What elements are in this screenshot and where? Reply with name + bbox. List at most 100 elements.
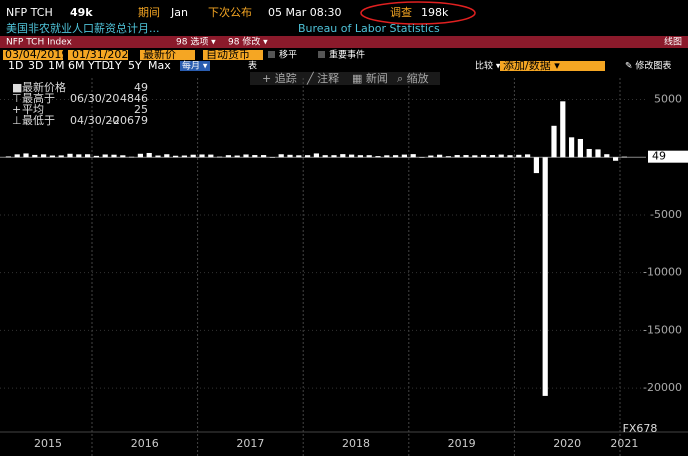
bar bbox=[384, 155, 390, 158]
bar bbox=[146, 152, 152, 158]
x-tick-label: 2016 bbox=[131, 437, 159, 450]
bar bbox=[463, 155, 469, 158]
add-data: 添加/数据 ▾ bbox=[503, 58, 560, 72]
range-button[interactable]: 1M bbox=[48, 59, 65, 72]
bar bbox=[32, 154, 38, 158]
source: Bureau of Labor Statistics bbox=[298, 22, 440, 35]
security[interactable]: NFP TCH Index bbox=[6, 38, 73, 48]
tool-button[interactable]: ▦ 新闻 bbox=[352, 71, 388, 85]
highlight bbox=[360, 1, 476, 25]
legend-label: 最新价格 bbox=[22, 80, 66, 94]
input[interactable] bbox=[68, 50, 128, 60]
bar bbox=[322, 155, 328, 158]
bar bbox=[93, 155, 99, 158]
range-button[interactable]: YTD bbox=[87, 59, 110, 72]
options[interactable]: 98 选项 ▾ bbox=[176, 36, 216, 48]
bar bbox=[481, 154, 487, 158]
bar bbox=[155, 155, 161, 158]
bar bbox=[331, 155, 337, 158]
bar bbox=[67, 153, 73, 158]
bar bbox=[199, 154, 205, 158]
x-tick-label: 2017 bbox=[236, 437, 264, 450]
next: 05 Mar 08:30 bbox=[268, 6, 341, 19]
legend-date: 04/30/20 bbox=[70, 114, 119, 127]
bar bbox=[137, 153, 143, 158]
tool-button[interactable]: + 追踪 bbox=[262, 71, 297, 85]
range-button[interactable]: 3D bbox=[28, 59, 43, 72]
x-tick-label: 2020 bbox=[553, 437, 581, 450]
table[interactable]: 表 bbox=[248, 60, 257, 72]
bar bbox=[181, 155, 187, 158]
checkbox[interactable] bbox=[318, 51, 325, 58]
legend-label: 最高于 bbox=[22, 91, 55, 105]
bar bbox=[208, 154, 214, 158]
input[interactable] bbox=[140, 50, 195, 60]
bar bbox=[269, 157, 275, 158]
legend-icon: ⊤ bbox=[12, 92, 22, 105]
bar bbox=[542, 157, 548, 396]
title-bar bbox=[0, 36, 688, 48]
bar bbox=[410, 154, 416, 158]
last-value-tag bbox=[648, 150, 688, 163]
bar bbox=[560, 101, 566, 158]
tool-button[interactable]: ╱ 注释 bbox=[306, 71, 339, 85]
range-button[interactable]: 5Y bbox=[128, 59, 142, 72]
last-value-label: 49 bbox=[652, 150, 666, 163]
checkbox[interactable] bbox=[268, 51, 275, 58]
watermark: FX678 bbox=[623, 422, 658, 435]
range-button[interactable]: 6M bbox=[68, 59, 85, 72]
bar bbox=[49, 155, 55, 158]
legend-value: 4846 bbox=[120, 92, 148, 105]
bar bbox=[85, 154, 91, 158]
frequency: 每月 ▾ bbox=[182, 60, 208, 72]
compare[interactable]: 比较 ▾ bbox=[475, 60, 501, 72]
description: 美国非农就业人口薪资总计月... bbox=[6, 21, 160, 35]
bar bbox=[76, 154, 82, 158]
range-button[interactable]: 1Y bbox=[108, 59, 122, 72]
legend-value: -20679 bbox=[109, 114, 148, 127]
bar bbox=[366, 155, 372, 158]
bar bbox=[472, 155, 478, 158]
bar bbox=[102, 154, 108, 158]
bar bbox=[401, 154, 407, 158]
bar bbox=[313, 153, 319, 158]
legend-label: 平均 bbox=[22, 103, 44, 116]
bar bbox=[516, 154, 522, 158]
range-button[interactable]: 1D bbox=[8, 59, 23, 72]
bar bbox=[375, 156, 381, 158]
bar bbox=[173, 155, 179, 158]
bar bbox=[454, 155, 460, 158]
legend-icon: + bbox=[12, 103, 21, 116]
start-date: 03/04/2019 bbox=[5, 48, 68, 61]
legend-icon: ■ bbox=[12, 81, 22, 94]
bar bbox=[41, 154, 47, 158]
range-button[interactable]: Max bbox=[148, 59, 171, 72]
edit-chart[interactable]: ✎ 修改图表 bbox=[625, 60, 671, 72]
input[interactable] bbox=[500, 61, 605, 71]
period: Jan bbox=[170, 6, 188, 19]
bar bbox=[296, 155, 302, 158]
bar bbox=[14, 154, 20, 158]
bar bbox=[533, 157, 539, 174]
bar bbox=[261, 155, 267, 158]
bar bbox=[225, 155, 231, 158]
end-date: 01/31/2021 bbox=[72, 48, 135, 61]
ticker: NFP TCH bbox=[6, 6, 53, 19]
survey-label: 调查 bbox=[390, 5, 412, 19]
bar bbox=[5, 156, 11, 158]
legend-value: 49 bbox=[134, 81, 148, 94]
y-tick-label: 5000 bbox=[654, 93, 682, 106]
input[interactable] bbox=[3, 50, 63, 60]
bar bbox=[23, 153, 29, 158]
input[interactable] bbox=[203, 50, 263, 60]
legend-label: 最低于 bbox=[22, 114, 55, 127]
frequency-box[interactable] bbox=[180, 61, 210, 71]
bar bbox=[445, 156, 451, 158]
tool-button[interactable]: ⌕ 缩放 bbox=[397, 71, 429, 85]
edit[interactable]: 98 修改 ▾ bbox=[228, 36, 268, 48]
bar bbox=[621, 156, 627, 158]
chart-kind: 线图 bbox=[664, 36, 682, 48]
legend-value: 25 bbox=[134, 103, 148, 116]
next-label: 下次公布 bbox=[208, 5, 252, 19]
bar bbox=[419, 157, 425, 158]
